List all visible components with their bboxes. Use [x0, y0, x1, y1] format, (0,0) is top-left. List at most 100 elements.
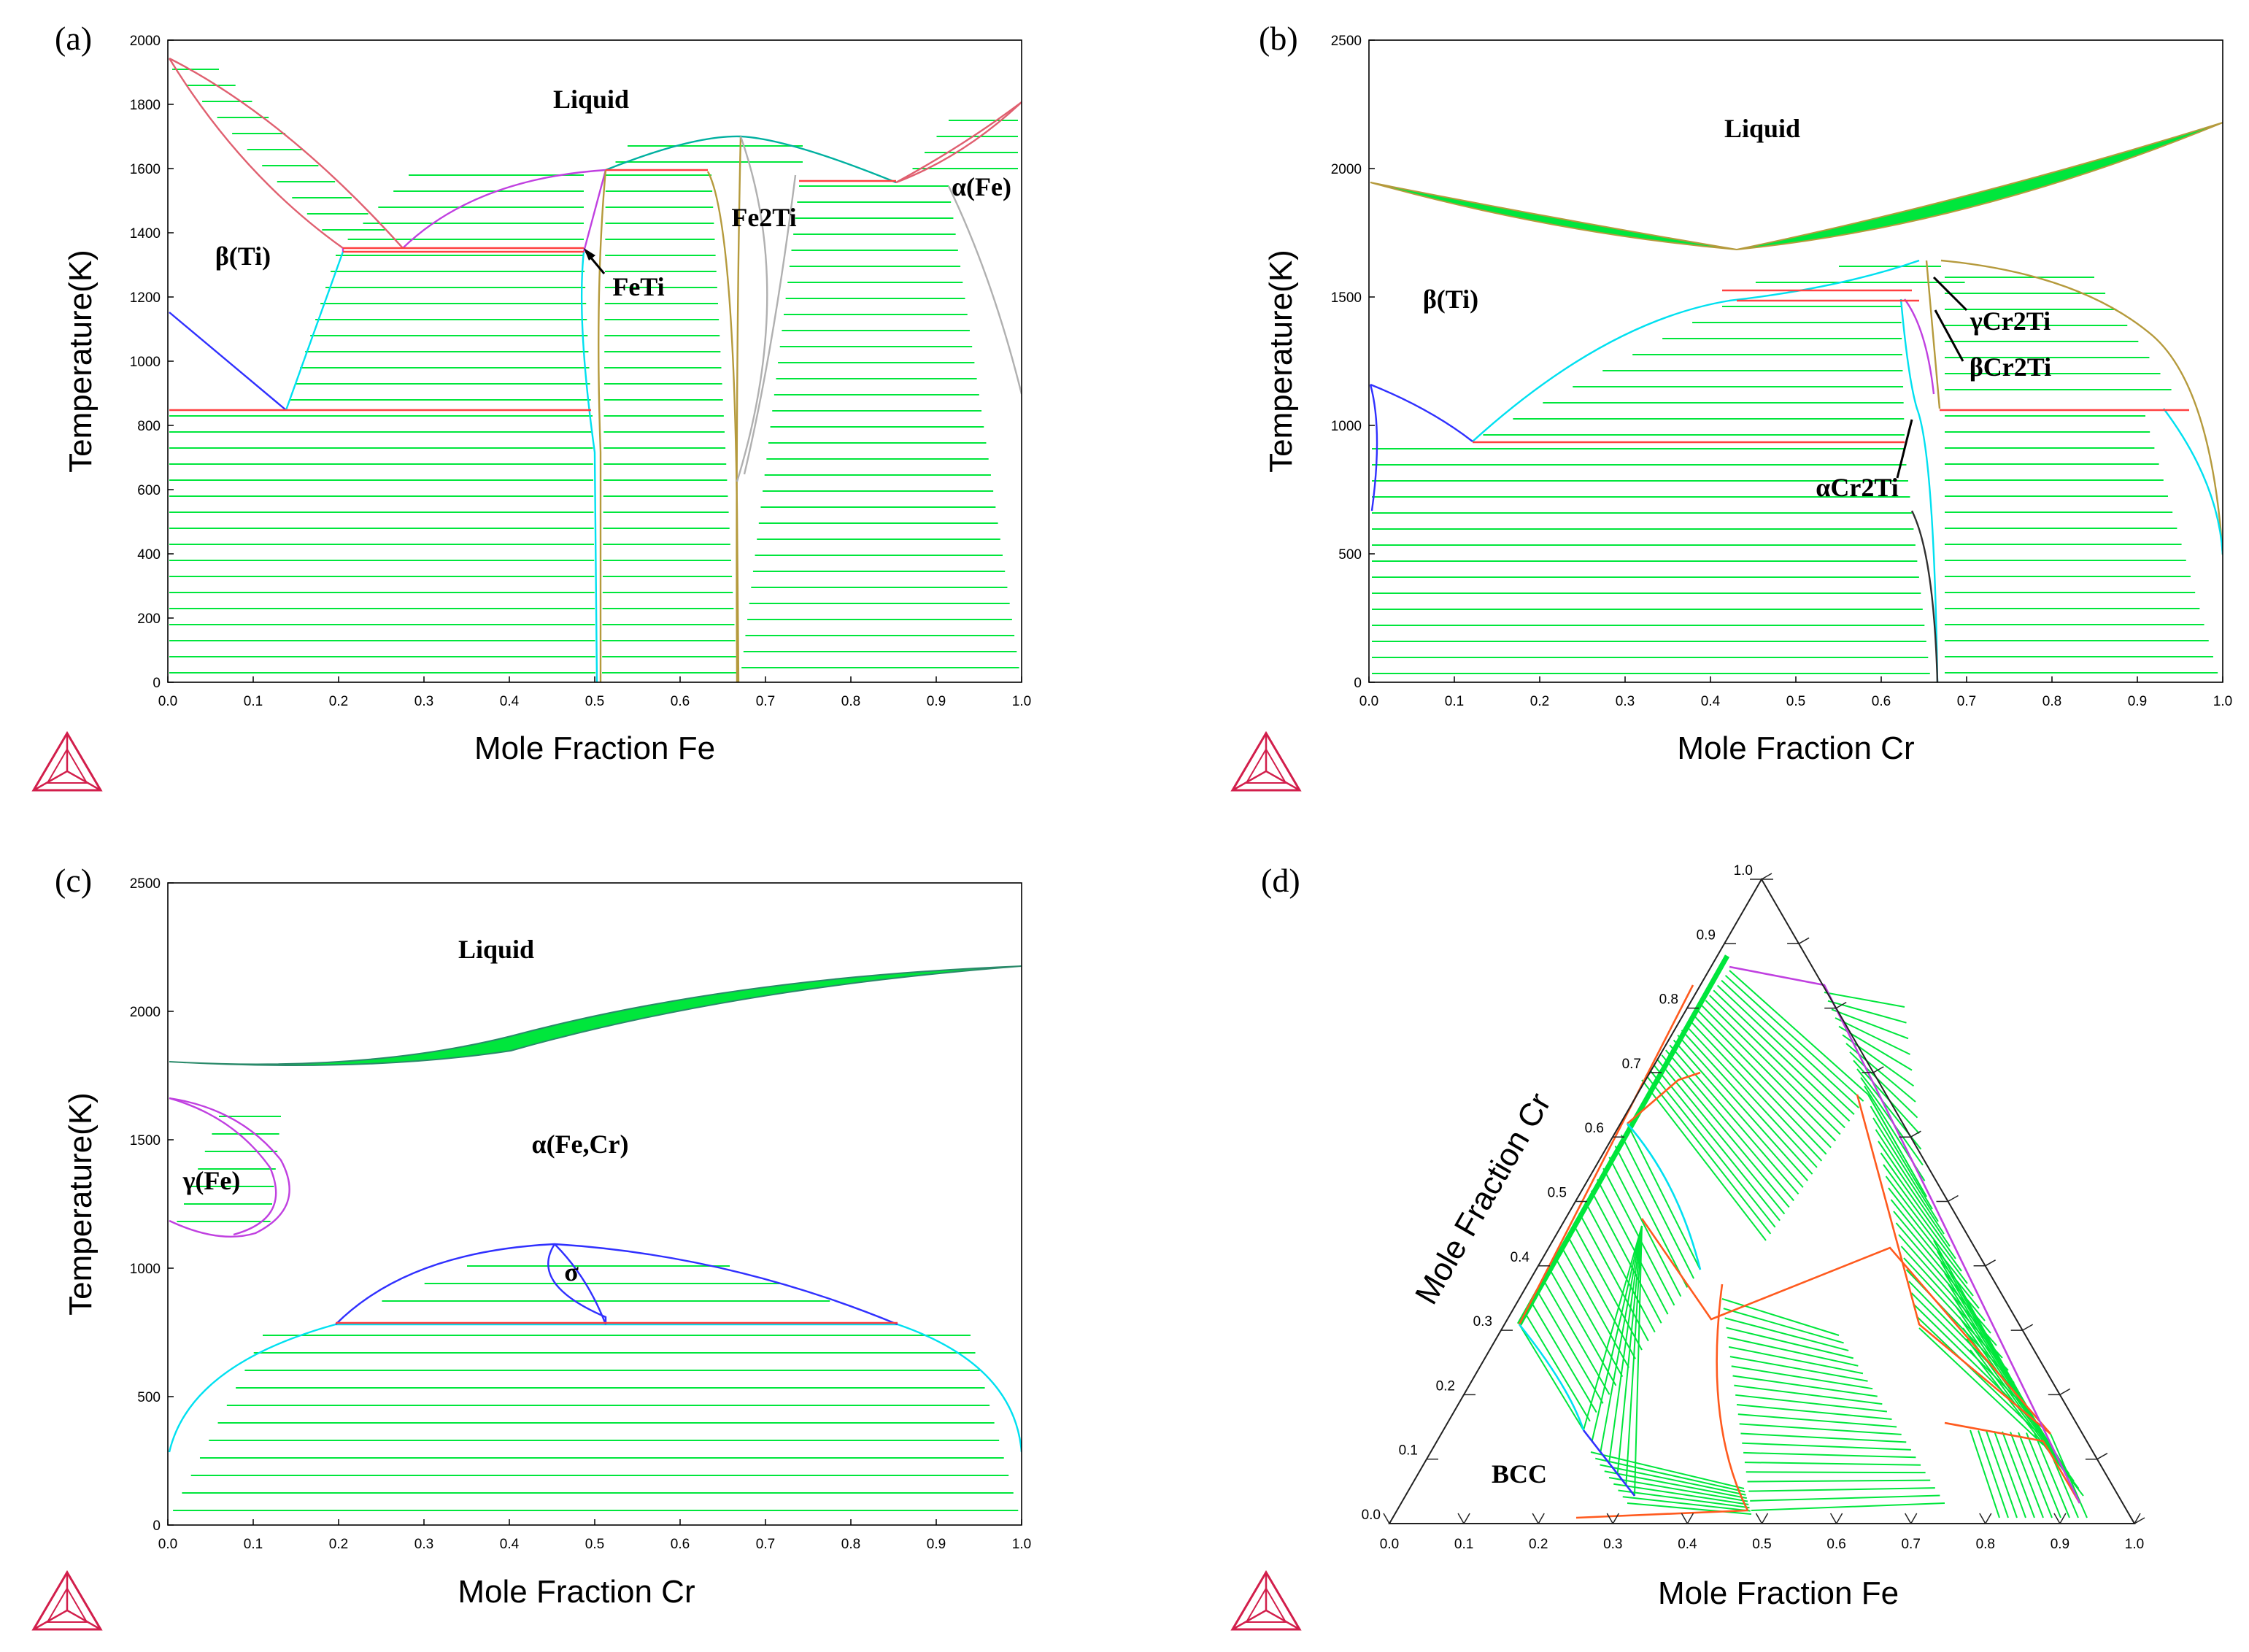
- ternary-tie-line: [1721, 979, 1859, 1108]
- c-gamma-loop: [169, 1097, 290, 1238]
- ternary-bottom-tick: [1761, 1513, 1769, 1524]
- ternary-tie-line: [1622, 1496, 1751, 1512]
- ternary-tie-line: [1732, 1375, 1878, 1397]
- ternary-tie-line: [1560, 1246, 1630, 1368]
- x-tick-label: 0.5: [1786, 694, 1805, 709]
- panel-b-label: (b): [1259, 20, 1298, 57]
- x-tick-label: 0.6: [671, 694, 690, 709]
- y-tick-label: 2000: [130, 1005, 161, 1020]
- ternary-cr-label: 0.4: [1511, 1250, 1530, 1265]
- y-tick-label: 1000: [130, 355, 161, 370]
- ternary-tie-line: [1524, 1313, 1591, 1422]
- a-fe2ti-left: [706, 171, 740, 682]
- panel-a-label: (a): [55, 20, 92, 57]
- b-cr2ti-olive: [1925, 260, 1941, 409]
- ternary-tie-line: [1616, 1225, 1643, 1475]
- ternary-tie-line: [1724, 1317, 1849, 1351]
- ternary-tie-line: [1916, 1316, 2038, 1433]
- ternary-fe-label: 0.3: [1603, 1537, 1622, 1552]
- x-tick-label: 0.9: [927, 1537, 946, 1552]
- panel-d: (d) 0.0 0.1 0.2 0.3 0.4 0.5 0.6 0.7 0.8 0.9 1.00.0…: [1261, 862, 2145, 1611]
- ternary-tie-line: [1849, 1051, 1918, 1119]
- x-tick-label: 0.8: [841, 1537, 860, 1552]
- panel-a-axes: 0.0 0.1 0.2 0.3 0.4 0.5 0.6 0.7 0.8 0.9 1.0 0 200 400…: [130, 34, 1031, 709]
- ternary-tie-line: [1739, 1423, 1902, 1435]
- ternary-tie-line: [1600, 1464, 1746, 1496]
- ternary-bottom-tick: [1612, 1513, 1619, 1524]
- x-tick-label: 0.8: [2042, 694, 2061, 709]
- ternary-tie-line: [2010, 1432, 2044, 1518]
- x-tick-label: 0.1: [244, 694, 263, 709]
- ternary-tie-line: [2002, 1431, 2035, 1518]
- ternary-right-tick: [1835, 1001, 1847, 1009]
- y-tick-label: 1000: [130, 1262, 161, 1277]
- c-phase-alpha-fecr: α(Fe,Cr): [531, 1130, 628, 1159]
- ternary-tie-line: [1734, 1384, 1883, 1405]
- y-tick-label: 1500: [1331, 290, 1362, 306]
- x-tick-label: 0.2: [329, 694, 348, 709]
- ternary-bottom-tick: [2053, 1513, 2061, 1524]
- logos: [31, 730, 1302, 1631]
- x-tick-label: 0.2: [1530, 694, 1549, 709]
- ternary-right-tick: [2059, 1388, 2071, 1396]
- b-alpha-cr2ti: [1910, 510, 1939, 682]
- b-beta-solvus-left: [1369, 384, 1378, 512]
- ternary-right-tick: [1910, 1130, 1921, 1138]
- ternary-tie-line: [1959, 1316, 2070, 1475]
- logo-inner: [1245, 747, 1287, 784]
- x-tick-label: 1.0: [1012, 1537, 1031, 1552]
- ternary-tie-line: [1573, 1224, 1643, 1351]
- ternary-tie-line: [1737, 1413, 1897, 1428]
- ternary-tie-line: [1618, 1489, 1750, 1509]
- ternary-fe-label: 0.0: [1380, 1537, 1399, 1552]
- thermocalc-logo-icon: [31, 730, 103, 792]
- a-beta-solvus-right: [285, 251, 344, 411]
- c-phase-liquid: Liquid: [458, 935, 534, 964]
- ternary-tie-line: [1664, 1049, 1794, 1202]
- ternary-cr-label: 0.5: [1548, 1186, 1567, 1201]
- ternary-bottom-tick: [1755, 1513, 1763, 1524]
- ternary-bottom-tick: [1985, 1513, 1992, 1524]
- x-tick-label: 0.6: [1872, 694, 1891, 709]
- y-tick-label: 2000: [130, 34, 161, 49]
- ternary-tie-line: [1685, 1024, 1818, 1168]
- ternary-fe-label: 0.5: [1752, 1537, 1771, 1552]
- panel-b-boundaries: [1369, 259, 2223, 682]
- ternary-tie-line: [1883, 1164, 1962, 1272]
- ternary-tie-line: [1724, 975, 1864, 1102]
- ternary-tie-line: [1689, 1019, 1823, 1162]
- ternary-tie-line: [1726, 1327, 1854, 1359]
- x-tick-label: 0.9: [2128, 694, 2147, 709]
- ternary-tie-line: [1697, 1009, 1832, 1149]
- y-tick-label: 400: [137, 547, 161, 563]
- ternary-tie-line: [1627, 1123, 1701, 1270]
- ternary-cr-label: 0.7: [1622, 1057, 1641, 1072]
- ternary-right-tick: [2096, 1453, 2108, 1460]
- ternary-tie-line: [1645, 1074, 1772, 1235]
- panel-a-invariants: [169, 169, 896, 412]
- ternary-tie-line: [1986, 1430, 2018, 1518]
- ternary-tie-line: [1597, 1178, 1669, 1315]
- ternary-bottom-tick: [2134, 1513, 2141, 1524]
- ternary-tie-line: [1867, 1094, 1927, 1197]
- ternary-tie-line: [1740, 1432, 1907, 1443]
- panel-d-triangle: 0.0 0.1 0.2 0.3 0.4 0.5 0.6 0.7 0.8 0.9 1.0 0.0 0.1 0…: [1362, 863, 2145, 1552]
- b-phase-alpha-cr2ti: αCr2Ti: [1816, 473, 1898, 502]
- ternary-tie-line: [1890, 1199, 1980, 1309]
- x-tick-label: 0.3: [1616, 694, 1635, 709]
- ternary-tie-line: [1536, 1290, 1604, 1404]
- b-arrows: [1896, 276, 1968, 479]
- logo-line: [1232, 1609, 1267, 1631]
- ternary-tie-line: [1880, 1152, 1956, 1259]
- x-tick-label: 0.7: [756, 694, 775, 709]
- panel-c-label: (c): [55, 862, 92, 899]
- panel-c-axes: 0.0 0.1 0.2 0.3 0.4 0.5 0.6 0.7 0.8 0.9 1.0 0 500 100…: [130, 876, 1031, 1552]
- x-tick-label: 0.5: [585, 694, 604, 709]
- y-tick-label: 1500: [130, 1133, 161, 1149]
- ternary-tie-line: [2018, 1432, 2053, 1518]
- ternary-tie-line: [1608, 1225, 1643, 1464]
- ternary-tie-line: [1716, 984, 1855, 1115]
- ternary-tie-line: [2042, 1433, 2079, 1518]
- ternary-tie-line: [1701, 1005, 1837, 1142]
- panel-c-ylabel: Temperature(K): [63, 1092, 99, 1316]
